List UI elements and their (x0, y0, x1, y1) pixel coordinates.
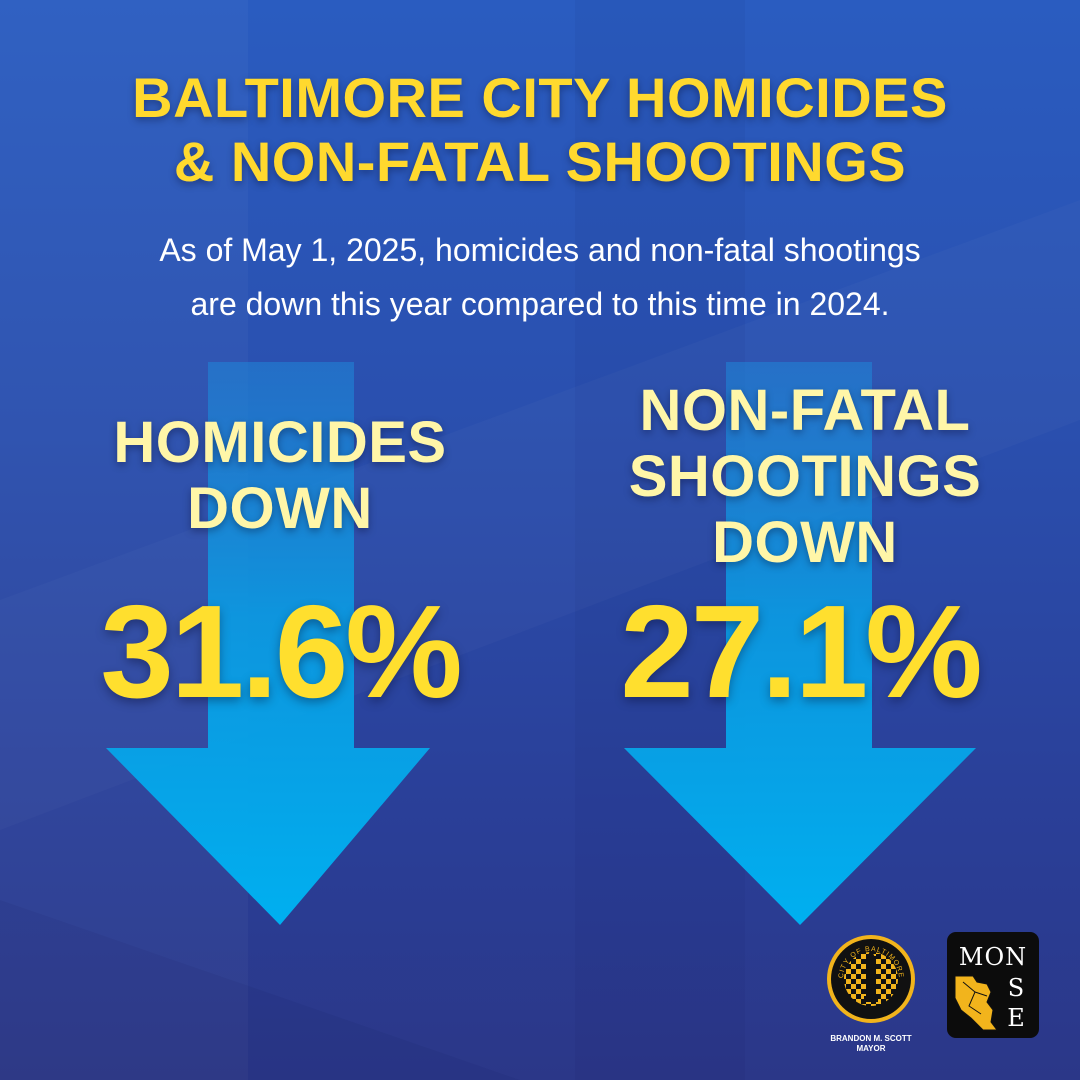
maryland-map-icon (954, 975, 998, 1031)
title-line-1: BALTIMORE CITY HOMICIDES (132, 66, 948, 129)
arrow-down-right (624, 362, 976, 925)
homicides-percent: 31.6% (100, 578, 462, 725)
shootings-label-line-1: NON-FATAL (639, 378, 971, 443)
arrow-down-left (106, 362, 430, 925)
subtitle-line-1: As of May 1, 2025, homicides and non-fat… (159, 232, 921, 268)
homicides-label-line-2: DOWN (187, 476, 373, 541)
homicides-label-line-1: HOMICIDES (113, 410, 447, 475)
shootings-label-line-3: DOWN (712, 510, 898, 575)
city-of-baltimore-seal: CITY OF BALTIMORE (827, 935, 915, 1023)
monse-text-top: MON (958, 943, 1028, 971)
monse-text-e: E (1007, 1004, 1025, 1032)
shootings-percent: 27.1% (620, 578, 982, 725)
title-line-2: & NON-FATAL SHOOTINGS (173, 130, 907, 193)
shootings-label-line-2: SHOOTINGS (628, 444, 982, 509)
monse-logo: MON S E (947, 932, 1039, 1038)
monse-text-s: S (1007, 974, 1025, 1002)
subtitle-line-2: are down this year compared to this time… (190, 286, 890, 322)
mayor-name: BRANDON M. SCOTT (830, 1034, 912, 1043)
mayor-title: MAYOR (856, 1044, 886, 1053)
